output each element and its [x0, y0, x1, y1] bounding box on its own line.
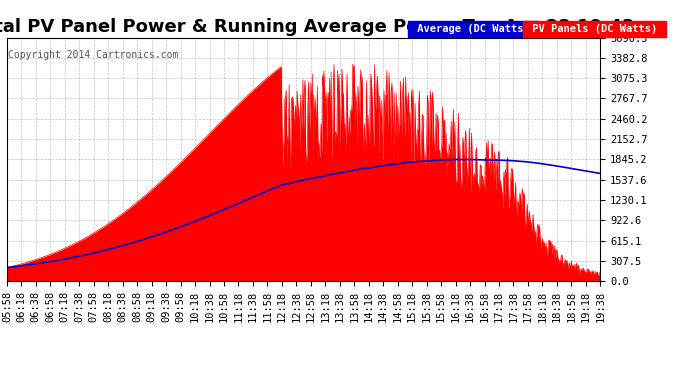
Title: Total PV Panel Power & Running Average Power Tue Apr 22 19:43: Total PV Panel Power & Running Average P… — [0, 18, 635, 36]
Text: PV Panels (DC Watts): PV Panels (DC Watts) — [526, 24, 663, 34]
Text: Copyright 2014 Cartronics.com: Copyright 2014 Cartronics.com — [8, 50, 179, 60]
Text: Average (DC Watts): Average (DC Watts) — [411, 24, 535, 34]
